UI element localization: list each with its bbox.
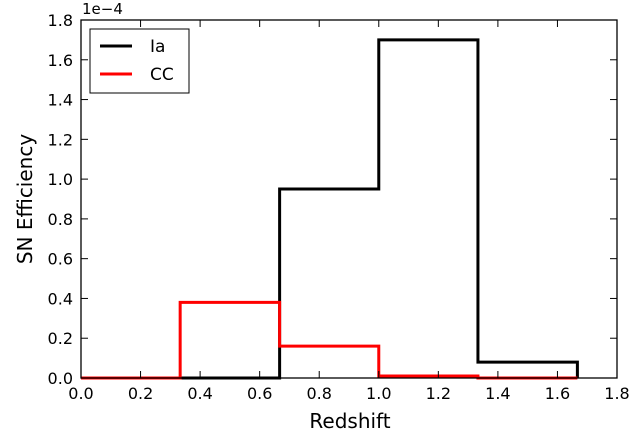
series-cc-line [81, 300, 578, 380]
x-tick-label: 0.6 [247, 384, 272, 403]
y-tick-label: 0.6 [48, 250, 73, 269]
y-tick-label: 1.4 [48, 91, 73, 110]
y-tick-label: 1.8 [48, 11, 73, 30]
x-tick-label: 1.6 [545, 384, 570, 403]
x-tick-label: 0.8 [306, 384, 331, 403]
x-tick-label: 0.0 [68, 384, 93, 403]
y-tick-label: 0.2 [48, 329, 73, 348]
x-tick-label: 1.4 [485, 384, 510, 403]
legend-label-cc: CC [150, 65, 174, 85]
y-tick-label: 0.4 [48, 289, 73, 308]
ticks-layer: 0.0 0.2 0.4 0.6 0.8 1.0 1.2 1.4 1.6 1.8 0.0 0.2 0.4 0… [48, 11, 630, 403]
legend-box [89, 28, 190, 94]
plot-frame [80, 19, 618, 379]
x-tick-label: 0.2 [128, 384, 153, 403]
legend: Ia CC [89, 28, 190, 94]
y-tick-label: 1.2 [48, 130, 73, 149]
legend-label-ia: Ia [150, 37, 165, 57]
x-tick-label: 0.4 [187, 384, 212, 403]
x-tick-label: 1.2 [426, 384, 451, 403]
y-tick-label: 0.0 [48, 369, 73, 388]
y-offset-text: 1e−4 [82, 0, 123, 18]
x-tick-label: 1.8 [604, 384, 629, 403]
y-tick-label: 1.6 [48, 51, 73, 70]
y-tick-label: 0.8 [48, 210, 73, 229]
y-tick-label: 1.0 [48, 170, 73, 189]
y-axis-title: SN Efficiency [13, 134, 37, 265]
x-tick-label: 1.0 [366, 384, 391, 403]
x-axis-title: Redshift [309, 409, 390, 433]
